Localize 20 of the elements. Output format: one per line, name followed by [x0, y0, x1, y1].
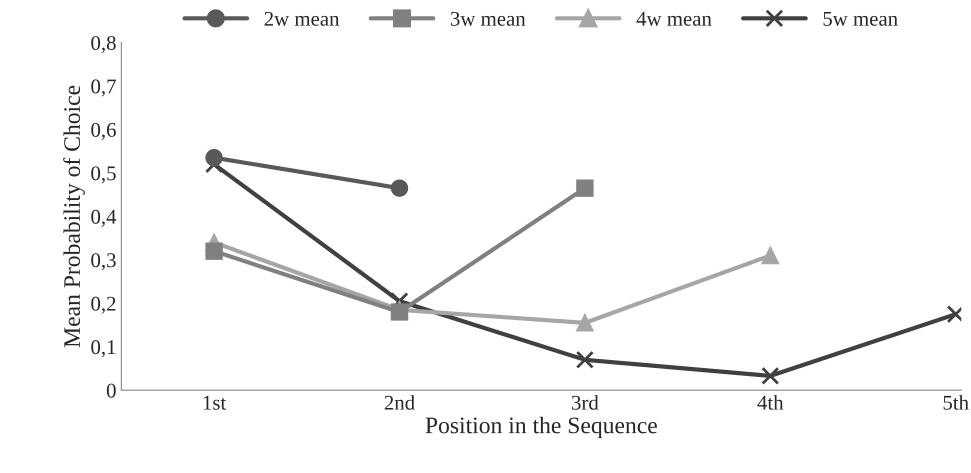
- legend-label: 4w mean: [636, 12, 712, 26]
- x-tick-label: 2nd: [384, 395, 415, 410]
- x-tick-label: 5th: [944, 395, 969, 410]
- x-tick-label: 4th: [757, 395, 784, 410]
- x-axis-title: Position in the Sequence: [426, 416, 657, 438]
- y-tick-label: 0,7: [91, 79, 116, 96]
- y-tick-label: 0,4: [91, 210, 116, 227]
- x-tick-label: 3rd: [572, 395, 599, 410]
- x-tick-label: 1st: [204, 396, 226, 410]
- y-tick-label: 0,5: [91, 166, 116, 184]
- y-tick-label: 0,2: [91, 296, 116, 314]
- y-tick-label: 0: [106, 384, 116, 398]
- y-tick-label: 0,3: [91, 253, 116, 270]
- legend-label: 5w mean: [824, 12, 898, 26]
- y-tick-label: 0,1: [91, 340, 116, 358]
- y-tick-label: 0,6: [91, 122, 116, 140]
- legend-label: 2w mean: [264, 12, 340, 26]
- y-axis-title: Mean Probability of Choice: [63, 86, 85, 348]
- legend-label: 3w mean: [450, 12, 526, 26]
- y-tick-label: 0,8: [91, 36, 116, 53]
